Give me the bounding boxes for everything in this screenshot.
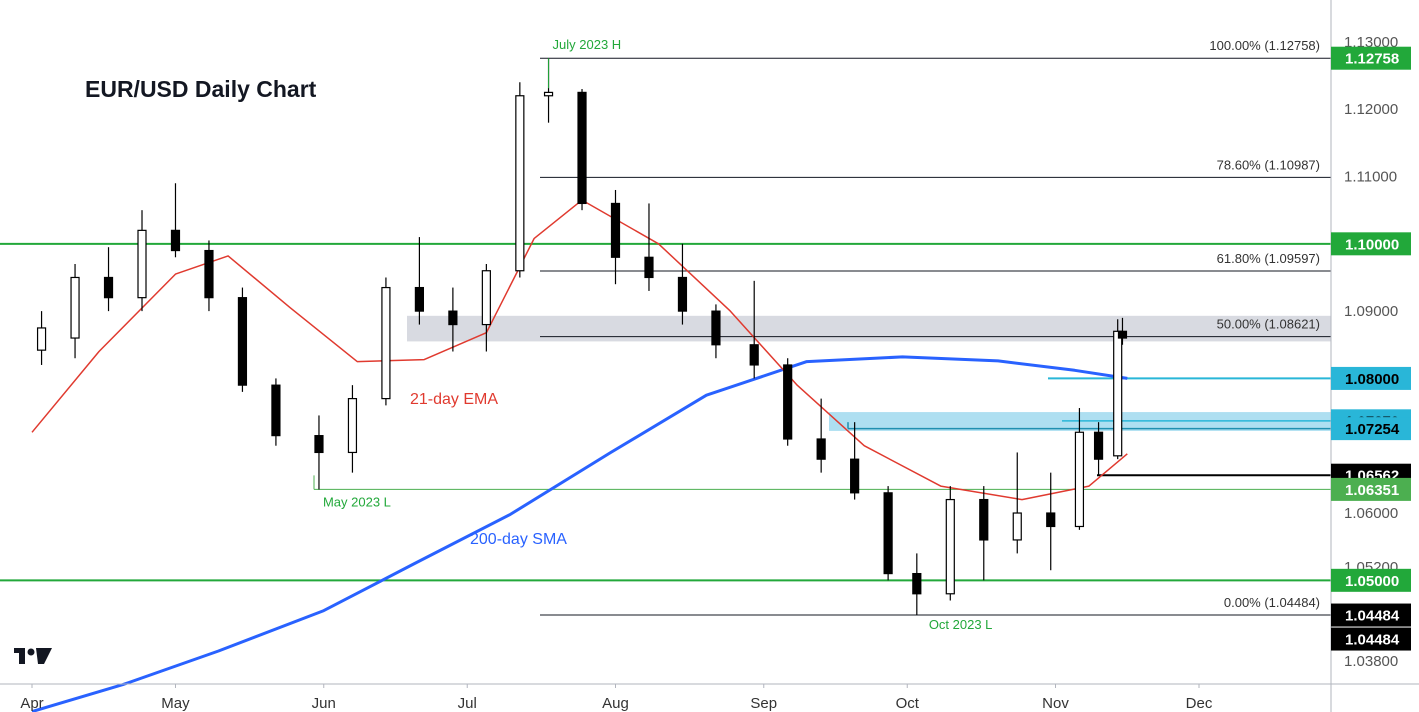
tag-layer: 1.127581.100001.080001.073701.072541.065…	[1331, 46, 1411, 651]
y-tick-6: 1.03800	[1344, 653, 1398, 670]
candle-body	[850, 458, 860, 494]
candle-body	[979, 498, 989, 541]
x-tick-2: Jun	[312, 695, 336, 712]
x-tick-7: Nov	[1042, 695, 1069, 712]
fib-label-1: 78.60% (1.10987)	[1217, 157, 1320, 172]
price-tag-bg	[1331, 627, 1411, 651]
x-tick-4: Aug	[602, 695, 629, 712]
x-tick-0: Apr	[20, 695, 43, 712]
candle-body	[783, 364, 793, 440]
plot-layer: 100.00% (1.12758) 78.60% (1.10987) 61.80% …	[0, 37, 1331, 712]
y-tick-4: 1.06000	[1344, 505, 1398, 522]
candle-body	[1074, 431, 1085, 528]
candle-body	[170, 229, 181, 252]
x-tick-5: Sep	[750, 695, 777, 712]
price-tag-label: 1.04484	[1345, 632, 1400, 649]
price-tag-bg	[1331, 477, 1411, 501]
candle-body	[543, 91, 554, 97]
ema21-line	[31, 199, 1128, 501]
chart-title: EUR/USD Daily Chart	[85, 76, 317, 102]
price-axis-bg	[1331, 0, 1419, 712]
price-tag-bg	[1331, 366, 1411, 390]
y-tick-2: 1.11000	[1344, 169, 1397, 186]
candle-body	[381, 286, 391, 400]
sma200-line	[31, 355, 1128, 712]
fib-label-2: 61.80% (1.09597)	[1217, 251, 1320, 266]
annotation-july-high: July 2023 H	[553, 37, 622, 52]
candle-body	[36, 327, 47, 351]
price-tag-bg	[1331, 603, 1411, 627]
candle-body	[1046, 512, 1056, 528]
candle-body	[883, 492, 893, 575]
sma200-label: 200-day SMA	[470, 531, 567, 548]
tradingview-logo	[14, 648, 52, 664]
price-tag-label: 1.06351	[1345, 482, 1399, 499]
x-tick-6: Oct	[896, 695, 920, 712]
candle-body	[204, 249, 214, 299]
candle-body	[448, 310, 458, 326]
candle-body	[1012, 512, 1022, 541]
candle-body	[347, 398, 358, 454]
annotation-may-low: May 2023 L	[323, 494, 391, 509]
price-tag-bg	[1331, 46, 1411, 70]
price-tag-label: 1.07254	[1345, 421, 1400, 438]
x-tick-1: May	[161, 695, 190, 712]
y-tick-0: 1.13000	[1344, 34, 1398, 51]
candle-body	[1113, 330, 1123, 457]
price-tag-bg	[1331, 568, 1411, 592]
candle-body	[271, 384, 281, 437]
zone-grey	[407, 315, 1331, 342]
price-tag-label: 1.04484	[1345, 608, 1400, 625]
price-tag-bg	[1331, 417, 1411, 441]
fib-label-0: 100.00% (1.12758)	[1209, 38, 1320, 53]
y-tick-1: 1.12000	[1344, 101, 1398, 118]
candle-body	[610, 202, 621, 258]
price-tag-label: 1.08000	[1345, 371, 1399, 388]
price-tag-label: 1.12758	[1345, 51, 1399, 68]
price-tag-label: 1.10000	[1345, 236, 1399, 253]
annotation-oct-low: Oct 2023 L	[929, 617, 993, 632]
candle-body	[577, 91, 587, 205]
candle-body	[414, 286, 425, 312]
candle-body	[515, 95, 525, 272]
candle-body	[237, 297, 248, 386]
fib-label-3: 50.00% (1.08621)	[1217, 317, 1320, 332]
price-tag-bg	[1331, 232, 1411, 256]
candle-body	[1093, 431, 1104, 460]
price-tag-label: 1.05000	[1345, 573, 1399, 590]
candle-body	[912, 572, 922, 595]
candle-body	[945, 498, 955, 595]
candle-body	[816, 438, 826, 460]
candle-body	[677, 276, 688, 312]
fib-label-4: 0.00% (1.04484)	[1224, 595, 1320, 610]
candle-body	[1117, 330, 1128, 339]
ema21-label: 21-day EMA	[410, 391, 498, 408]
y-tick-3: 1.09000	[1344, 303, 1398, 320]
candle-body	[644, 256, 654, 279]
candle-body	[103, 276, 114, 299]
candle-body	[137, 229, 147, 299]
x-tick-8: Dec	[1186, 695, 1213, 712]
candle-body	[481, 270, 491, 326]
x-tick-3: Jul	[458, 695, 477, 712]
candle-body	[70, 276, 80, 339]
candle-body	[749, 344, 759, 366]
candle-body	[314, 435, 324, 454]
candle-body	[711, 310, 721, 346]
